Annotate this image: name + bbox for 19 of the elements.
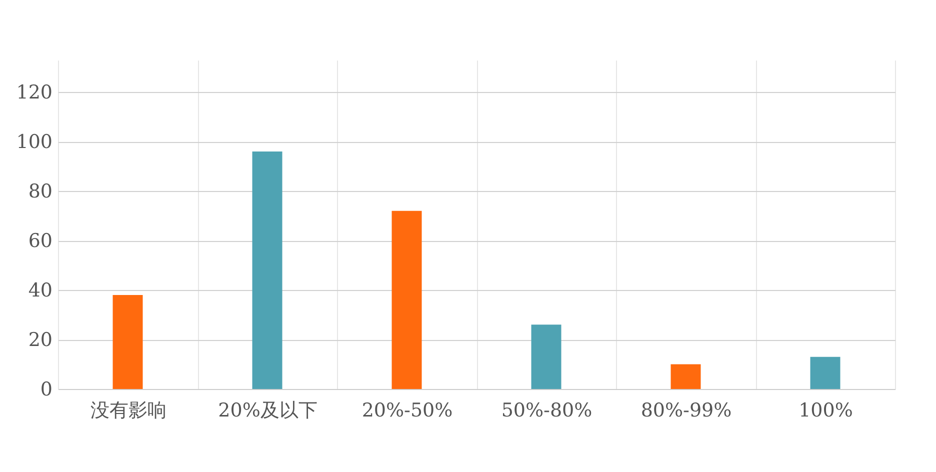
y-tick-label: 120 [16,82,52,104]
bar [531,324,562,389]
x-tick-label: 80%-99% [640,400,732,422]
bar [670,364,701,389]
x-tick-label: 20%及以下 [218,400,318,422]
bar [810,356,840,389]
bar [252,152,282,389]
x-tick-label: 100% [798,400,853,422]
x-tick-label: 50%-80% [501,400,592,422]
y-tick-label: 40 [28,280,52,302]
y-tick-label: 80 [28,180,52,203]
y-tick-label: 20 [28,329,52,352]
bar [112,295,143,389]
y-tick-label: 100 [16,131,52,154]
y-tick-label: 60 [28,230,52,252]
x-tick-label: 没有影响 [90,400,166,422]
bar [392,210,422,389]
x-tick-label: 20%-50% [362,400,453,422]
y-tick-label: 0 [40,378,52,400]
